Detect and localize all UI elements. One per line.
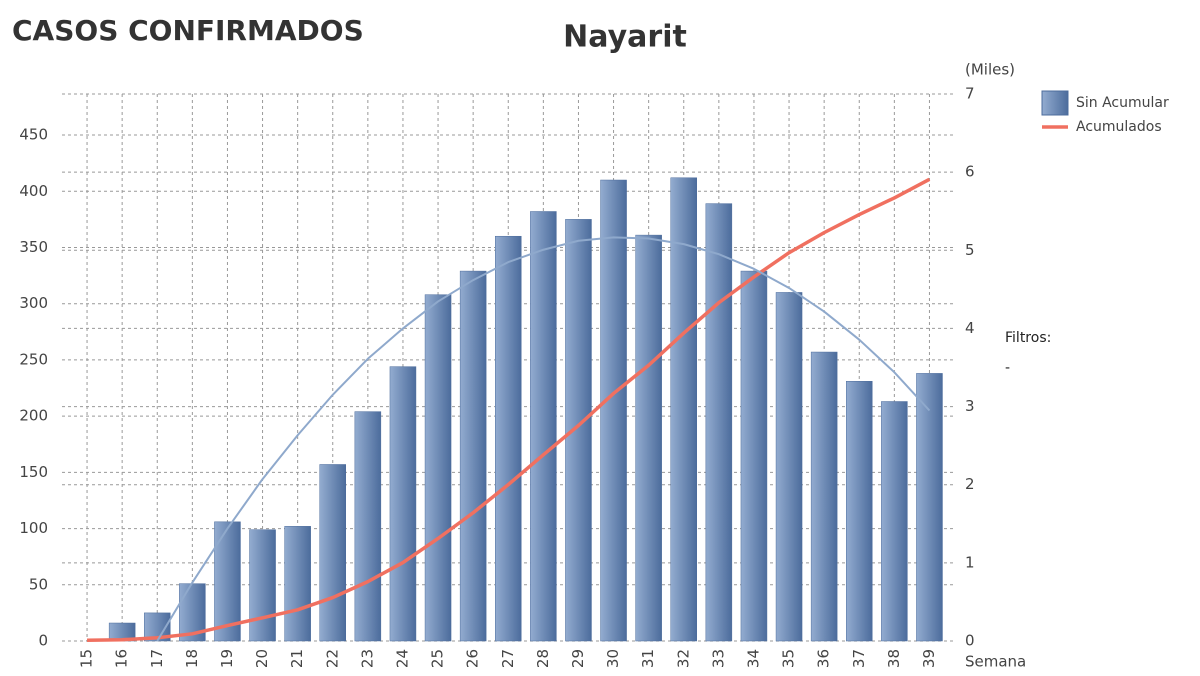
x-tick-label: 32: [674, 649, 692, 668]
bar: [284, 526, 311, 642]
y-tick-label: 400: [19, 182, 48, 200]
y-tick-label: 450: [19, 126, 48, 144]
bar: [881, 401, 908, 642]
y-tick-label: 150: [19, 463, 48, 481]
x-tick-label: 38: [885, 649, 903, 668]
filters-label: Filtros:: [1005, 330, 1051, 346]
line: [156, 236, 931, 642]
y-tick-label: 50: [29, 575, 48, 593]
bar: [670, 177, 697, 642]
bar: [459, 270, 487, 642]
bar: [530, 211, 557, 642]
bar: [740, 270, 768, 642]
y2-tick-label: 4: [965, 319, 975, 337]
x-tick-label: 24: [393, 649, 411, 668]
bar: [600, 179, 627, 642]
bar: [249, 529, 276, 642]
x-axis-label: Semana: [965, 653, 1026, 671]
x-tick-label: 35: [780, 649, 798, 668]
y-tick-label: 250: [19, 350, 48, 368]
legend-swatch: [1041, 90, 1069, 116]
chart-title: Nayarit: [563, 20, 687, 55]
x-tick-label: 15: [78, 649, 96, 668]
bar: [846, 381, 873, 642]
bar: [354, 411, 382, 642]
bar: [775, 292, 803, 642]
y2-tick-label: 5: [965, 241, 975, 259]
x-tick-label: 36: [815, 649, 833, 668]
x-tick-label: 20: [253, 649, 271, 668]
x-tick-label: 37: [850, 649, 868, 668]
y2-tick-label: 7: [965, 85, 975, 103]
bar: [916, 373, 943, 642]
y2-tick-label: 1: [965, 553, 975, 571]
x-tick-label: 22: [323, 649, 341, 668]
bar: [705, 203, 733, 642]
header: CASOS CONFIRMADOS: [12, 14, 364, 47]
bar: [810, 351, 838, 642]
x-tick-label: 25: [429, 649, 447, 668]
y2-tick-label: 3: [965, 397, 975, 415]
x-tick-label: 18: [183, 649, 201, 668]
legend-label: Sin Acumular: [1076, 95, 1169, 111]
y2-tick-label: 6: [965, 163, 975, 181]
filters-value: -: [1005, 360, 1010, 376]
legend-label: Acumulados: [1076, 119, 1162, 135]
x-tick-label: 23: [358, 649, 376, 668]
x-tick-label: 21: [288, 649, 306, 668]
y-tick-label: 100: [19, 519, 48, 537]
bar: [389, 366, 417, 642]
y-tick-label: 300: [19, 294, 48, 312]
x-tick-label: 19: [218, 649, 236, 668]
bar: [424, 294, 452, 642]
x-tick-label: 39: [920, 649, 938, 668]
bar: [635, 234, 662, 642]
y-tick-label: 0: [38, 632, 48, 650]
x-tick-label: 26: [464, 649, 482, 668]
y-tick-label: 350: [19, 238, 48, 256]
x-tick-label: 27: [499, 649, 517, 668]
bar: [565, 219, 592, 642]
bar: [495, 235, 522, 642]
x-tick-label: 16: [113, 649, 131, 668]
y2-tick-label: 0: [965, 632, 975, 650]
x-tick-label: 31: [639, 649, 657, 668]
bar: [319, 464, 346, 642]
x-tick-label: 33: [709, 649, 727, 668]
y2-axis-label: (Miles): [965, 61, 1015, 79]
line: [87, 177, 931, 642]
x-tick-label: 17: [148, 649, 166, 668]
x-tick-label: 30: [604, 649, 622, 668]
x-tick-label: 28: [534, 649, 552, 668]
y2-tick-label: 2: [965, 475, 975, 493]
x-tick-label: 34: [744, 649, 762, 668]
y-tick-label: 200: [19, 407, 48, 425]
x-tick-label: 29: [569, 649, 587, 668]
